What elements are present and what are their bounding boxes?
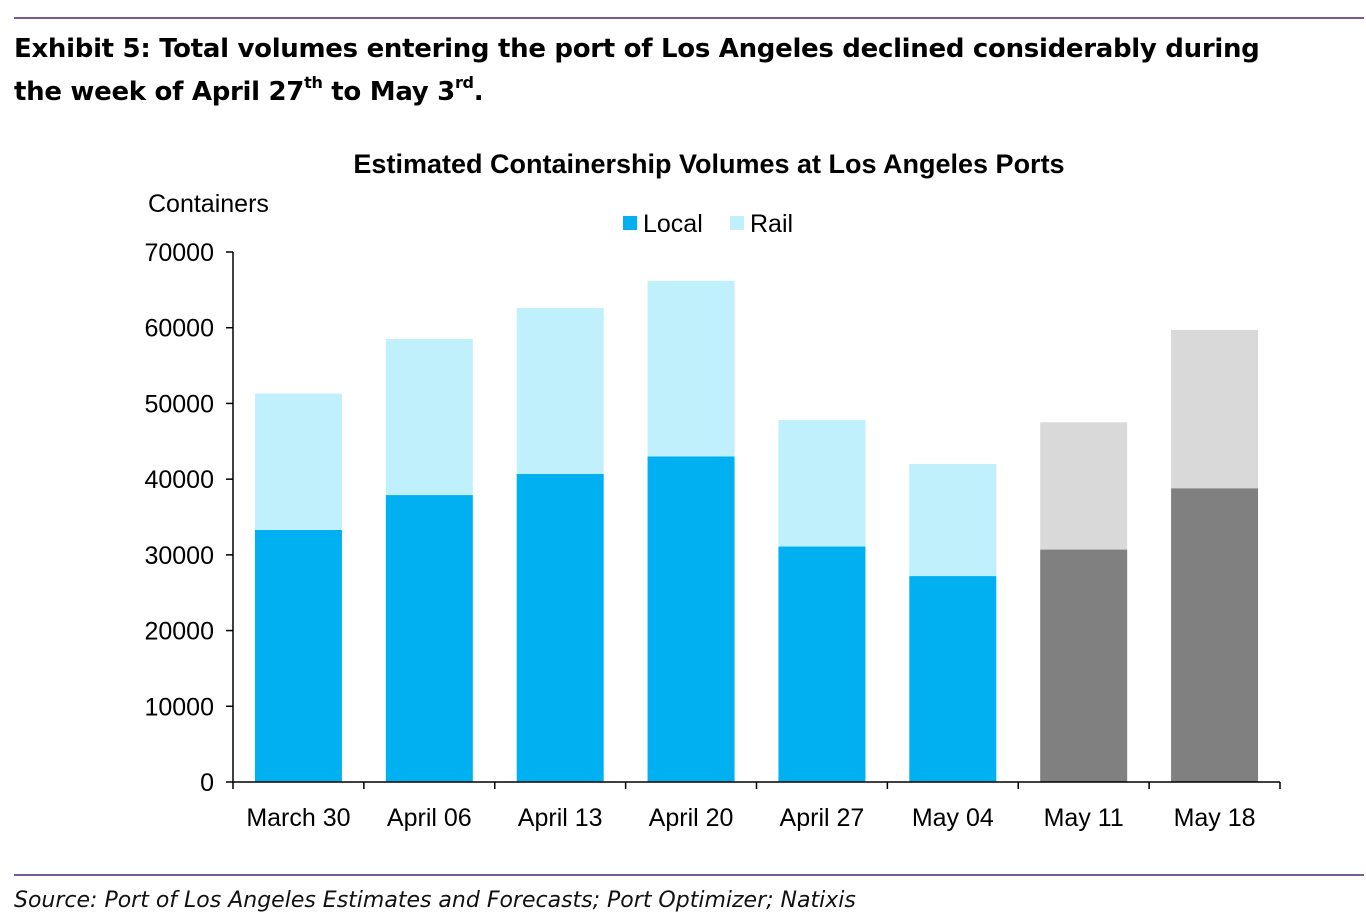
bar-rail bbox=[778, 420, 866, 547]
y-tick-label: 40000 bbox=[144, 466, 214, 494]
y-tick-label: 0 bbox=[200, 769, 214, 797]
containership-volume-chart: Estimated Containership Volumes at Los A… bbox=[144, 149, 1281, 832]
exhibit-heading-sup-th: th bbox=[304, 73, 323, 93]
bar-group bbox=[254, 280, 1259, 782]
bar-rail-forecast bbox=[1171, 329, 1259, 489]
y-tick-label: 50000 bbox=[144, 390, 214, 418]
y-tick-label: 10000 bbox=[144, 693, 214, 721]
bar-local bbox=[778, 546, 866, 782]
bar-local-forecast bbox=[1040, 549, 1128, 782]
x-tick-label: May 11 bbox=[1044, 804, 1124, 832]
bar-rail bbox=[516, 308, 604, 474]
legend-label: Local bbox=[643, 210, 703, 238]
exhibit-heading: Exhibit 5: Total volumes entering the po… bbox=[14, 28, 1359, 114]
y-tick-label: 30000 bbox=[144, 542, 214, 570]
exhibit-heading-sup-rd: rd bbox=[454, 73, 474, 93]
y-axis: 0 10000 20000 30000 40000 50000 60000 70000 bbox=[144, 239, 234, 797]
chart-title: Estimated Containership Volumes at Los A… bbox=[353, 149, 1064, 179]
bar-rail bbox=[909, 464, 997, 577]
x-tick-label: April 27 bbox=[780, 804, 865, 832]
bar-local bbox=[647, 456, 735, 782]
x-tick-label: March 30 bbox=[246, 804, 350, 832]
x-axis: March 30 April 06 April 13 April 20 April 27… bbox=[232, 781, 1281, 832]
legend-swatch bbox=[623, 216, 637, 230]
bottom-rule bbox=[14, 874, 1364, 876]
bar-rail-forecast bbox=[1040, 422, 1128, 550]
x-tick-label: May 04 bbox=[912, 804, 994, 832]
bar-local bbox=[254, 529, 342, 782]
bar-local bbox=[909, 576, 997, 782]
y-tick-label: 60000 bbox=[144, 315, 214, 343]
bar-local bbox=[516, 473, 604, 782]
y-tick-label: 20000 bbox=[144, 618, 214, 646]
x-tick-label: April 20 bbox=[649, 804, 734, 832]
x-tick-label: May 18 bbox=[1174, 804, 1256, 832]
x-tick-label: April 06 bbox=[387, 804, 472, 832]
bar-local-forecast bbox=[1171, 488, 1259, 782]
bar-rail bbox=[254, 393, 342, 530]
y-tick-label: 70000 bbox=[144, 239, 214, 267]
exhibit-heading-line2-mid: to May 3 bbox=[322, 77, 455, 107]
legend-swatch bbox=[730, 216, 744, 230]
bar-local bbox=[385, 495, 473, 782]
exhibit-heading-line2-end: . bbox=[473, 77, 484, 107]
legend-label: Rail bbox=[750, 210, 793, 238]
exhibit-heading-line2-start: the week of April 27 bbox=[14, 77, 305, 107]
bar-rail bbox=[647, 280, 735, 457]
x-tick-label: April 13 bbox=[518, 804, 603, 832]
chart-legend: Local Rail bbox=[623, 210, 793, 238]
y-axis-label: Containers bbox=[148, 190, 269, 218]
top-rule bbox=[14, 17, 1364, 19]
exhibit-heading-line1: Exhibit 5: Total volumes entering the po… bbox=[14, 34, 1260, 64]
bar-rail bbox=[385, 339, 473, 496]
source-note: Source: Port of Los Angeles Estimates an… bbox=[14, 888, 856, 913]
